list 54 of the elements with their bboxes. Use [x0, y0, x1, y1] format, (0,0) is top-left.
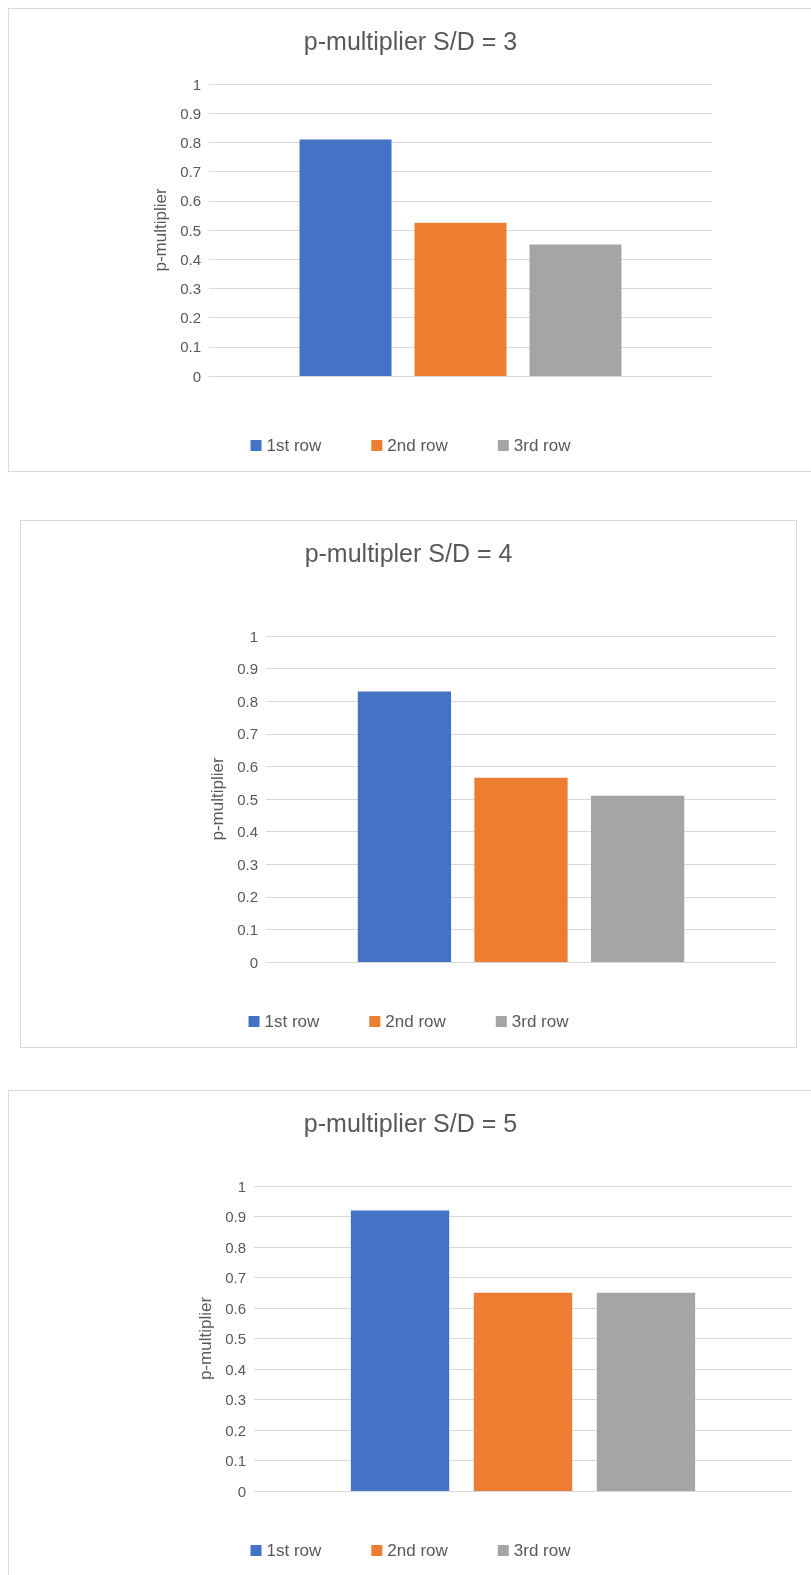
y-tick-label: 0.5	[237, 790, 258, 808]
legend-label: 3rd row	[511, 1012, 570, 1031]
y-tick-label: 0.5	[225, 1330, 246, 1347]
y-tick-label: 0.1	[225, 1452, 246, 1469]
chart-title: p-multipler S/D = 4	[304, 538, 513, 567]
bar	[414, 222, 507, 376]
y-tick-label: 0.6	[225, 1299, 246, 1317]
chart-title: p-multiplier S/D = 3	[303, 26, 518, 55]
y-tick-label: 0.4	[237, 823, 258, 841]
y-axis-title: p-multiplier	[196, 1296, 215, 1381]
y-tick-label: 0.4	[225, 1360, 246, 1378]
y-tick-label: 0	[192, 367, 201, 385]
y-tick-label: 0	[249, 953, 258, 971]
y-tick-label: 0.7	[225, 1269, 246, 1286]
y-tick-label: 0.9	[237, 660, 258, 678]
y-tick-label: 0.8	[225, 1238, 246, 1256]
y-tick-label: 0.2	[237, 888, 258, 906]
y-tick-label: 0.8	[237, 692, 258, 710]
legend-label: 3rd row	[513, 1541, 572, 1560]
y-tick-label: 0.1	[180, 338, 201, 356]
y-tick-label: 1	[249, 627, 258, 645]
y-tick-label: 0.5	[180, 221, 201, 239]
y-tick-label: 0.2	[225, 1421, 246, 1439]
y-tick-label: 0.9	[225, 1208, 246, 1225]
chart-title: p-multiplier S/D = 5	[303, 1108, 518, 1137]
legend-label: 1st row	[266, 1541, 323, 1560]
y-tick-label: 0.2	[180, 309, 201, 327]
legend-label: 1st row	[266, 436, 323, 455]
y-tick-label: 0.3	[180, 279, 201, 297]
legend-label: 2nd row	[385, 1012, 447, 1031]
y-axis-title: p-multiplier	[151, 188, 170, 272]
y-tick-label: 1	[237, 1177, 246, 1195]
y-tick-label: 0.4	[180, 250, 201, 268]
y-tick-label: 0.6	[237, 757, 258, 775]
y-tick-label: 0.6	[180, 192, 201, 210]
legend-label: 1st row	[264, 1012, 321, 1031]
y-tick-label: 0	[237, 1482, 246, 1500]
legend-label: 2nd row	[387, 1541, 449, 1560]
bar	[590, 795, 685, 962]
y-tick-label: 1	[192, 75, 201, 93]
legend-label: 2nd row	[387, 436, 449, 455]
bar	[474, 777, 568, 962]
y-tick-label: 0.7	[237, 725, 258, 743]
legend-label: 3rd row	[513, 436, 572, 455]
y-tick-label: 0.8	[180, 133, 201, 151]
bar	[529, 244, 622, 376]
y-tick-label: 0.1	[237, 920, 258, 938]
bar	[299, 139, 392, 376]
bar	[357, 691, 452, 962]
y-tick-label: 0.7	[180, 163, 201, 181]
y-tick-label: 0.3	[225, 1391, 246, 1408]
y-tick-label: 0.3	[237, 855, 258, 873]
y-axis-title: p-multiplier	[208, 757, 227, 841]
y-tick-label: 0.9	[180, 104, 201, 122]
